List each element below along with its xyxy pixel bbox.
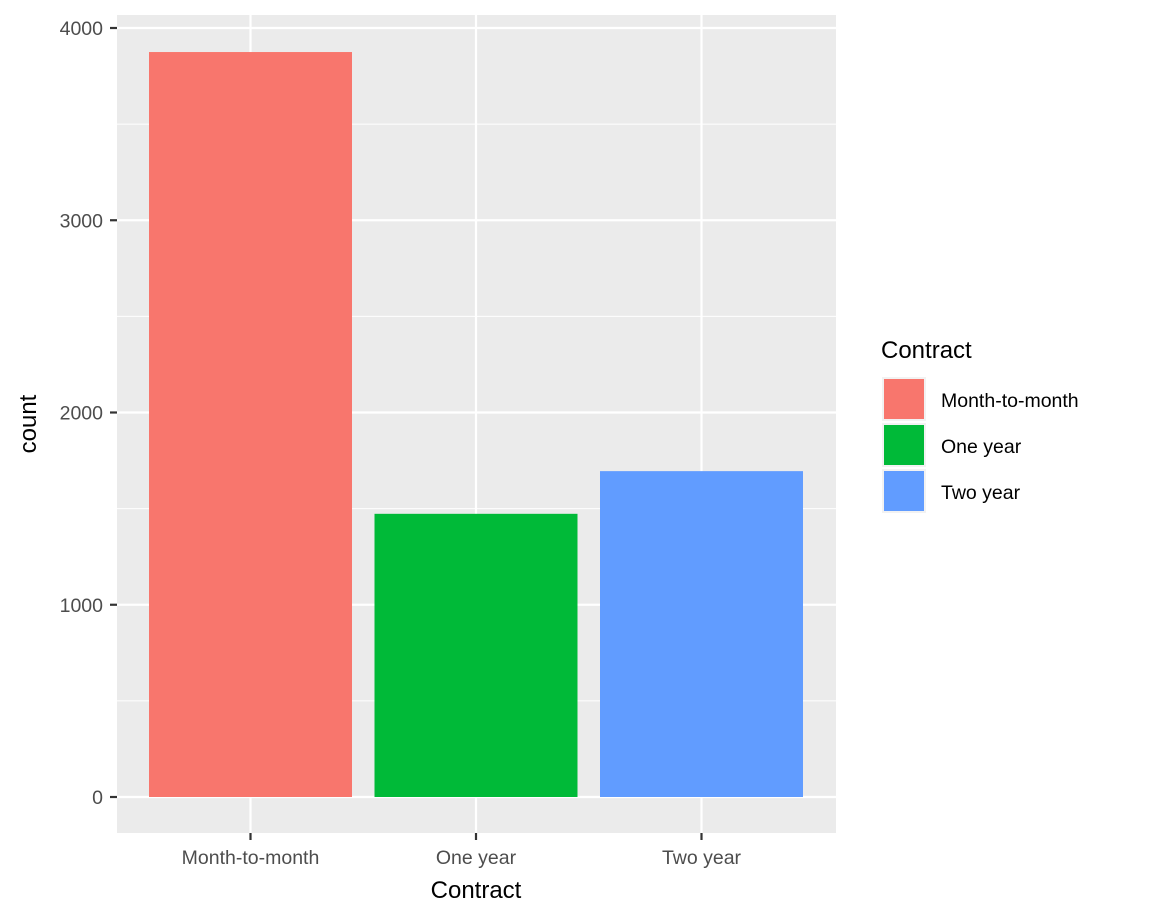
bar: [600, 471, 803, 797]
bars: [149, 52, 803, 797]
y-tick-label: 3000: [60, 210, 104, 232]
legend-swatch: [884, 379, 924, 419]
legend-swatch: [884, 425, 924, 465]
legend-label: One year: [941, 436, 1022, 458]
x-axis-title: Contract: [431, 877, 522, 904]
legend: Contract Month-to-month One year Two year: [881, 337, 1079, 513]
y-tick-label: 4000: [60, 18, 104, 40]
x-tick-label: One year: [436, 847, 517, 869]
legend-title: Contract: [881, 337, 972, 364]
y-tick-label: 0: [92, 787, 103, 809]
legend-swatch: [884, 471, 924, 511]
y-tick-label: 2000: [60, 403, 104, 425]
legend-label: Month-to-month: [941, 390, 1079, 412]
x-tick-label: Two year: [662, 847, 742, 869]
bar: [149, 52, 352, 797]
bar: [374, 513, 578, 797]
y-tick-label: 1000: [60, 595, 104, 617]
axes: 0 1000 2000 3000 4000 Month-to-month One year T…: [60, 18, 742, 869]
y-axis-title: count: [15, 394, 42, 453]
legend-label: Two year: [941, 482, 1021, 504]
x-tick-label: Month-to-month: [182, 847, 320, 869]
